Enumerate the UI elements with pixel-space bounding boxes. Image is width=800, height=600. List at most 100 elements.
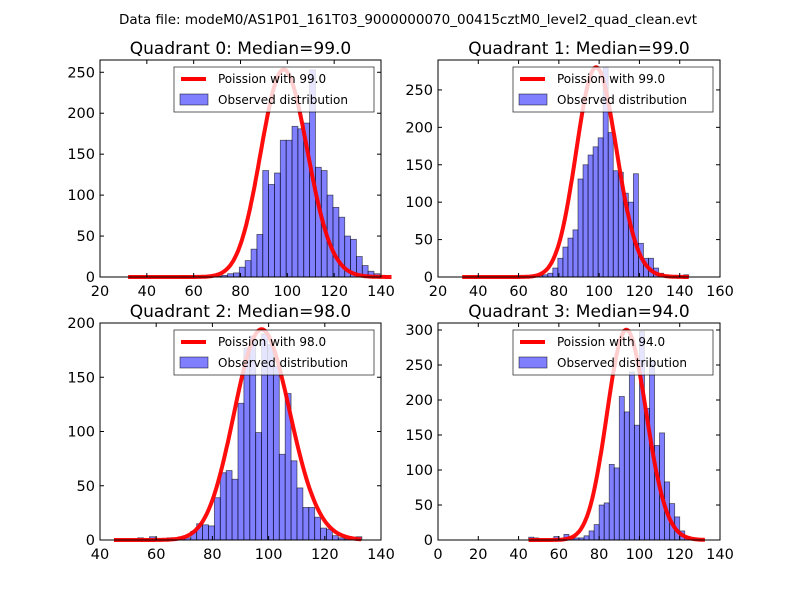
histogram-bar (244, 260, 252, 278)
y-tick-label: 50 (77, 479, 95, 495)
histogram-bar (256, 234, 264, 278)
y-tick-label: 150 (405, 428, 433, 444)
x-tick-label: 140 (367, 547, 395, 563)
histogram-bar (268, 184, 275, 278)
subplot-title: Quadrant 1: Median=99.0 (468, 39, 690, 59)
histogram-bar (582, 164, 589, 278)
y-tick-label: 200 (67, 316, 95, 332)
y-tick-label: 0 (424, 533, 433, 549)
x-tick-label: 120 (320, 284, 348, 300)
histogram-bar (618, 396, 625, 541)
x-tick-label: 0 (433, 547, 442, 563)
histogram-bar (231, 478, 239, 541)
y-tick-label: 150 (67, 147, 95, 163)
histogram-bar (552, 267, 559, 278)
histogram-bar (597, 137, 604, 278)
x-tick-label: 160 (706, 284, 734, 300)
histogram-bar (598, 504, 605, 541)
histogram-bar (583, 535, 590, 541)
histogram-bar (296, 487, 304, 541)
y-tick-label: 0 (86, 533, 95, 549)
legend-label-poisson: Poission with 99.0 (557, 72, 665, 86)
legend-swatch-observed (518, 356, 548, 369)
y-tick-label: 250 (405, 358, 433, 374)
y-tick-label: 100 (405, 463, 433, 479)
histogram-bar (279, 139, 287, 278)
y-tick-label: 150 (405, 158, 433, 174)
x-tick-label: 80 (203, 547, 221, 563)
histogram-bar (628, 371, 635, 541)
histogram-bar (587, 154, 594, 278)
legend-label-poisson: Poission with 98.0 (218, 335, 326, 349)
y-tick-label: 0 (424, 270, 433, 286)
subplot-quadrant-0: Quadrant 0: Median=99.0 20 40 60 80 100 120 140… (67, 39, 395, 300)
histogram-bar (562, 246, 569, 278)
histogram-bar (593, 524, 600, 541)
x-tick-label: 60 (550, 547, 568, 563)
y-tick-label: 50 (415, 233, 433, 249)
histogram-bar (612, 170, 619, 278)
x-tick-label: 40 (91, 547, 109, 563)
axes-frame (437, 322, 721, 541)
histogram-bar (547, 272, 554, 278)
x-tick-label: 20 (469, 547, 487, 563)
legend-label-poisson: Poission with 94.0 (557, 335, 665, 349)
x-tick-label: 40 (469, 284, 487, 300)
histogram-bar (274, 172, 281, 278)
legend: Poission with 94.0 Observed distribution (512, 329, 714, 376)
legend: Poission with 99.0 Observed distribution (173, 66, 375, 113)
x-tick-label: 20 (429, 284, 447, 300)
y-tick-label: 200 (67, 106, 95, 122)
y-tick-label: 100 (67, 425, 95, 441)
x-tick-label: 60 (147, 547, 165, 563)
x-tick-label: 120 (626, 284, 654, 300)
histogram-bar (315, 166, 322, 278)
x-tick-label: 80 (590, 547, 608, 563)
x-tick-label: 120 (666, 547, 694, 563)
legend-swatch-observed (179, 356, 209, 369)
x-tick-label: 140 (367, 284, 395, 300)
histogram-bar (297, 128, 305, 278)
histogram-bar (302, 507, 310, 541)
histogram-bar (237, 402, 245, 541)
histogram-bar (623, 411, 630, 541)
y-tick-label: 50 (415, 498, 433, 514)
y-tick-label: 0 (86, 270, 95, 286)
legend-swatch-observed (518, 93, 548, 106)
histogram-bar (314, 516, 321, 541)
subplot-title: Quadrant 3: Median=94.0 (468, 302, 690, 322)
histogram-bar (567, 237, 574, 278)
x-tick-label: 40 (138, 284, 156, 300)
x-tick-label: 60 (509, 284, 527, 300)
x-tick-label: 100 (626, 547, 654, 563)
histogram-bar (603, 502, 610, 541)
histogram-bar (285, 139, 293, 278)
legend-label-observed: Observed distribution (218, 356, 348, 370)
legend-label-poisson: Poission with 99.0 (218, 72, 326, 86)
subplot-quadrant-1: Quadrant 1: Median=99.0 20 40 60 80 100 120 140… (405, 39, 734, 300)
x-tick-label: 100 (585, 284, 613, 300)
y-tick-label: 250 (67, 65, 95, 81)
legend-label-observed: Observed distribution (557, 356, 687, 370)
histogram-bar (278, 453, 286, 541)
y-tick-label: 100 (405, 195, 433, 211)
histogram-bar (632, 173, 639, 278)
histogram-bar (272, 365, 280, 541)
histogram-bar (208, 525, 215, 541)
x-tick-label: 40 (509, 547, 527, 563)
histogram-bar (308, 507, 316, 541)
subplot-title: Quadrant 2: Median=98.0 (130, 302, 352, 322)
x-tick-label: 60 (184, 284, 202, 300)
y-tick-label: 50 (77, 229, 95, 245)
histogram-bar (331, 535, 339, 541)
x-tick-label: 140 (706, 547, 734, 563)
x-tick-label: 140 (666, 284, 694, 300)
subplot-title: Quadrant 0: Median=99.0 (130, 39, 352, 59)
histogram-bar (592, 146, 599, 278)
x-tick-label: 120 (311, 547, 339, 563)
histogram-bar (262, 170, 269, 278)
histogram-bar (213, 497, 221, 541)
histogram-bar (219, 472, 227, 541)
subplot-quadrant-3: Quadrant 3: Median=94.0 0 20 40 60 80 100 120 14… (405, 302, 734, 563)
